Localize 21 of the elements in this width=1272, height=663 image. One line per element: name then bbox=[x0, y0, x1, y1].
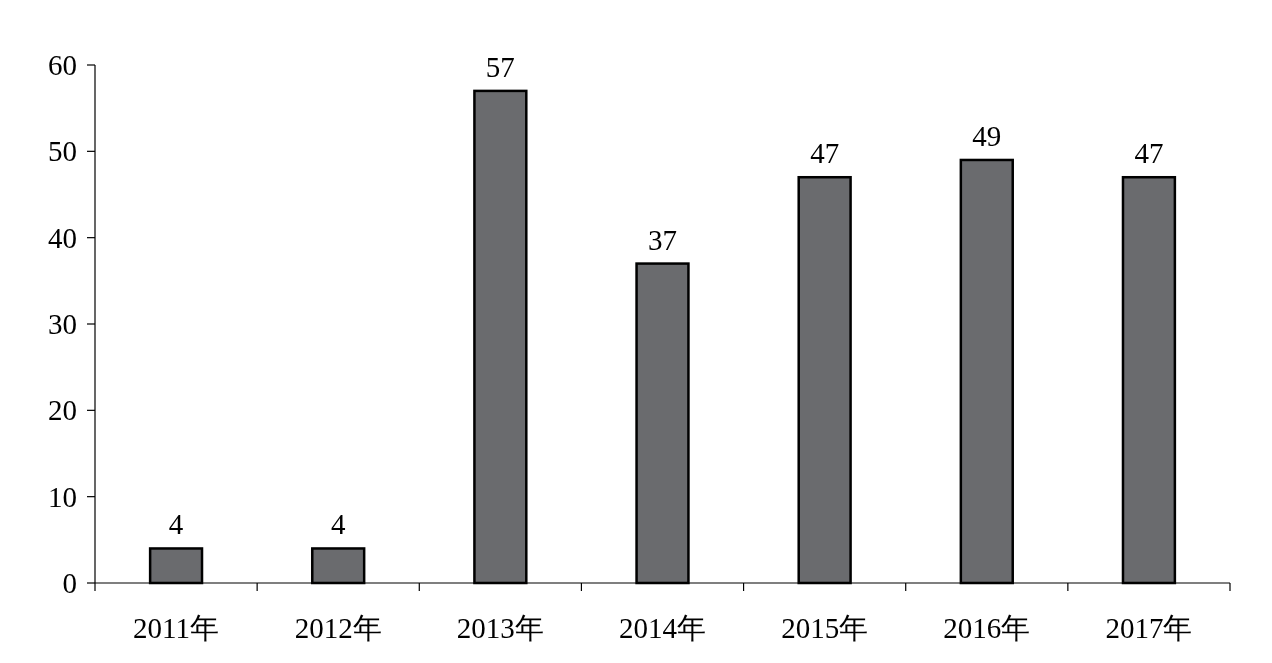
data-label: 4 bbox=[330, 508, 346, 541]
x-tick-label: 2017年 bbox=[1105, 612, 1193, 644]
y-tick-label: 30 bbox=[48, 308, 77, 340]
x-tick-label: 2015年 bbox=[781, 612, 869, 644]
x-tick-label: 2014年 bbox=[619, 612, 706, 644]
data-label: 37 bbox=[648, 223, 677, 256]
y-tick-label: 50 bbox=[48, 135, 77, 168]
data-label: 57 bbox=[485, 50, 515, 83]
y-tick-label: 60 bbox=[48, 49, 77, 81]
y-tick-label: 20 bbox=[48, 394, 77, 427]
y-tick-label: 40 bbox=[48, 221, 77, 254]
y-tick-label: 10 bbox=[48, 480, 77, 513]
data-label: 49 bbox=[972, 119, 1002, 152]
y-tick-label: 0 bbox=[62, 567, 77, 599]
x-tick-label: 2011年 bbox=[133, 612, 220, 644]
data-label: 47 bbox=[810, 137, 840, 170]
x-tick-label: 2013年 bbox=[456, 612, 544, 644]
x-tick-label: 2012年 bbox=[294, 612, 382, 644]
data-label: 4 bbox=[168, 508, 184, 541]
x-tick-label: 2016年 bbox=[943, 612, 1031, 644]
data-label: 47 bbox=[1134, 137, 1164, 170]
